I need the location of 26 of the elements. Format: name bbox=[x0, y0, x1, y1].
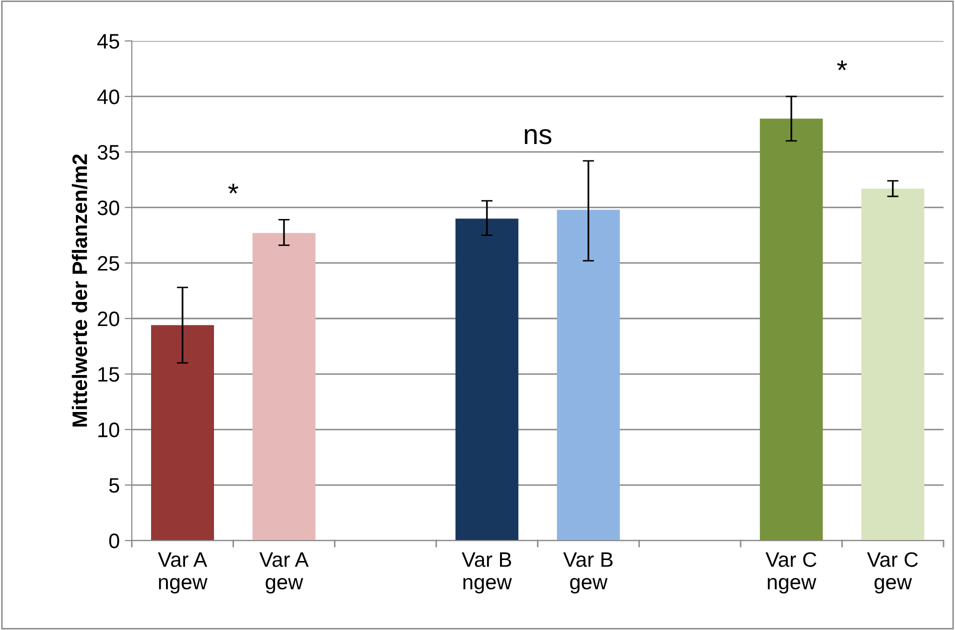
y-tick-label: 10 bbox=[98, 422, 120, 438]
y-tick-label: 45 bbox=[97, 34, 120, 49]
y-tick-label: 15 bbox=[98, 367, 120, 382]
x-tick-label: Var B ngew bbox=[462, 552, 512, 594]
y-tick-label: 20 bbox=[98, 312, 120, 326]
x-tick-label: Var B gew bbox=[563, 552, 613, 594]
y-tick-label: 5 bbox=[109, 478, 120, 493]
x-tick-label: Var A gew bbox=[259, 552, 309, 594]
y-axis-title: Mittelwerte der Pflanzen/m2 bbox=[72, 154, 88, 427]
bar bbox=[760, 118, 823, 541]
annotation: * bbox=[837, 60, 848, 70]
y-tick-label: 30 bbox=[98, 200, 120, 216]
y-tick-label: 40 bbox=[97, 89, 120, 104]
y-tick-label: 0 bbox=[109, 534, 120, 548]
bar bbox=[252, 233, 316, 541]
bar bbox=[861, 188, 924, 541]
x-tick-label: Var C gew bbox=[867, 552, 918, 594]
bar bbox=[556, 210, 620, 541]
x-tick-label: Var C ngew bbox=[766, 552, 816, 594]
y-tick-label: 35 bbox=[98, 144, 120, 160]
bar bbox=[151, 325, 214, 541]
y-tick-label: 25 bbox=[98, 256, 120, 271]
x-tick-label: Var A ngew bbox=[158, 552, 208, 594]
annotation: * bbox=[228, 184, 238, 194]
bar bbox=[455, 218, 518, 541]
annotation: ns bbox=[524, 129, 552, 144]
